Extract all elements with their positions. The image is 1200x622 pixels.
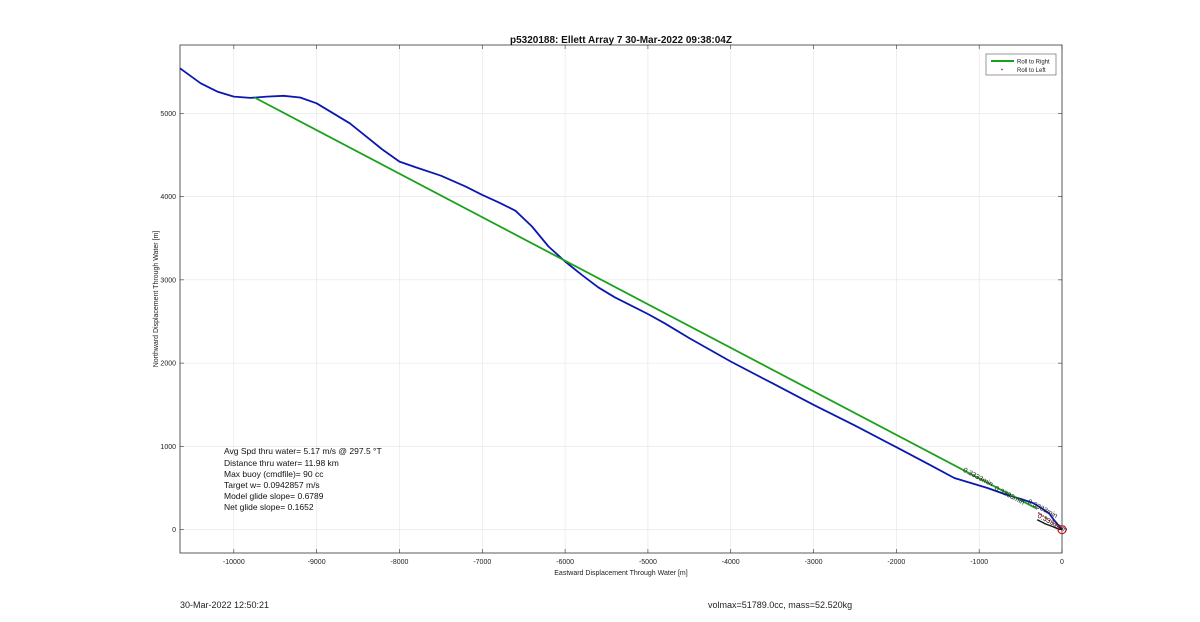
x-tick-label: -10000 — [223, 559, 245, 566]
legend-label-roll-left: Roll to Left — [1017, 68, 1046, 74]
axis-ticks: -10000 -9000 -8000 -7000 -6000 -5000 -4000 -300… — [160, 45, 1064, 566]
x-tick-label: -2000 — [887, 559, 905, 566]
axes-frame — [179, 44, 1063, 554]
footer-timestamp: 30-Mar-2022 12:50:21 — [180, 600, 270, 610]
roll-left-point — [1046, 518, 1049, 520]
legend-label-roll-right: Roll to Right — [1017, 60, 1050, 66]
legend-box — [985, 53, 1057, 76]
x-tick-label: -9000 — [308, 559, 326, 566]
x-tick-label: -6000 — [556, 559, 574, 566]
roll-left-point — [1042, 515, 1044, 517]
y-tick-label: 2000 — [160, 361, 176, 368]
chart-title: p5320188: Ellett Array 7 30-Mar-2022 09:… — [510, 35, 732, 46]
series-line-track — [179, 67, 1063, 531]
y-tick-label: 0 — [172, 527, 176, 534]
legend-swatch-roll-left — [1001, 68, 1003, 71]
series-group — [179, 67, 1063, 531]
y-tick-label: 1000 — [160, 444, 176, 451]
x-tick-label: 0 — [1060, 559, 1064, 566]
x-tick-label: -4000 — [722, 559, 740, 566]
y-tick-label: 3000 — [160, 277, 176, 284]
x-axis-label: Eastward Displacement Through Water [m] — [554, 570, 687, 577]
legend: Roll to Right Roll to Left — [985, 53, 1057, 76]
roll-left-point — [1037, 512, 1040, 514]
x-tick-label: -5000 — [639, 559, 657, 566]
roll-left-point — [1040, 513, 1042, 516]
stats-annotation: Avg Spd thru water= 5.17 m/s @ 297.5 °T … — [224, 446, 382, 512]
x-tick-label: -3000 — [805, 559, 823, 566]
footer-specs: volmax=51789.0cc, mass=52.520kg — [708, 600, 853, 610]
stat-net-glide-slope: Net glide slope= 0.1652 — [224, 502, 314, 512]
y-tick-label: 4000 — [160, 194, 176, 201]
stat-target-w: Target w= 0.0942857 m/s — [224, 480, 320, 490]
stat-distance: Distance thru water= 11.98 km — [224, 458, 339, 468]
roll-left-point — [1055, 524, 1057, 526]
stat-max-buoy: Max buoy (cmdfile)= 90 cc — [224, 469, 324, 479]
roll-left-point — [1044, 516, 1047, 519]
stat-model-glide-slope: Model glide slope= 0.6789 — [224, 491, 324, 501]
y-axis-label: Northward Displacement Through Water [m] — [153, 231, 160, 368]
track-time-label: 0.3333min — [993, 485, 1025, 506]
roll-left-point — [1048, 519, 1051, 522]
roll-left-point — [1053, 522, 1055, 525]
x-tick-label: -7000 — [473, 559, 491, 566]
stat-avg-speed: Avg Spd thru water= 5.17 m/s @ 297.5 °T — [224, 446, 382, 456]
x-tick-label: -1000 — [970, 559, 988, 566]
surface-drift-line — [1036, 519, 1063, 531]
origin-marker — [1057, 525, 1067, 535]
y-tick-label: 5000 — [160, 111, 176, 118]
x-tick-label: -8000 — [391, 559, 409, 566]
marker-group — [1036, 512, 1067, 535]
roll-left-point — [1050, 521, 1053, 523]
series-line-roll-right — [254, 96, 1038, 510]
